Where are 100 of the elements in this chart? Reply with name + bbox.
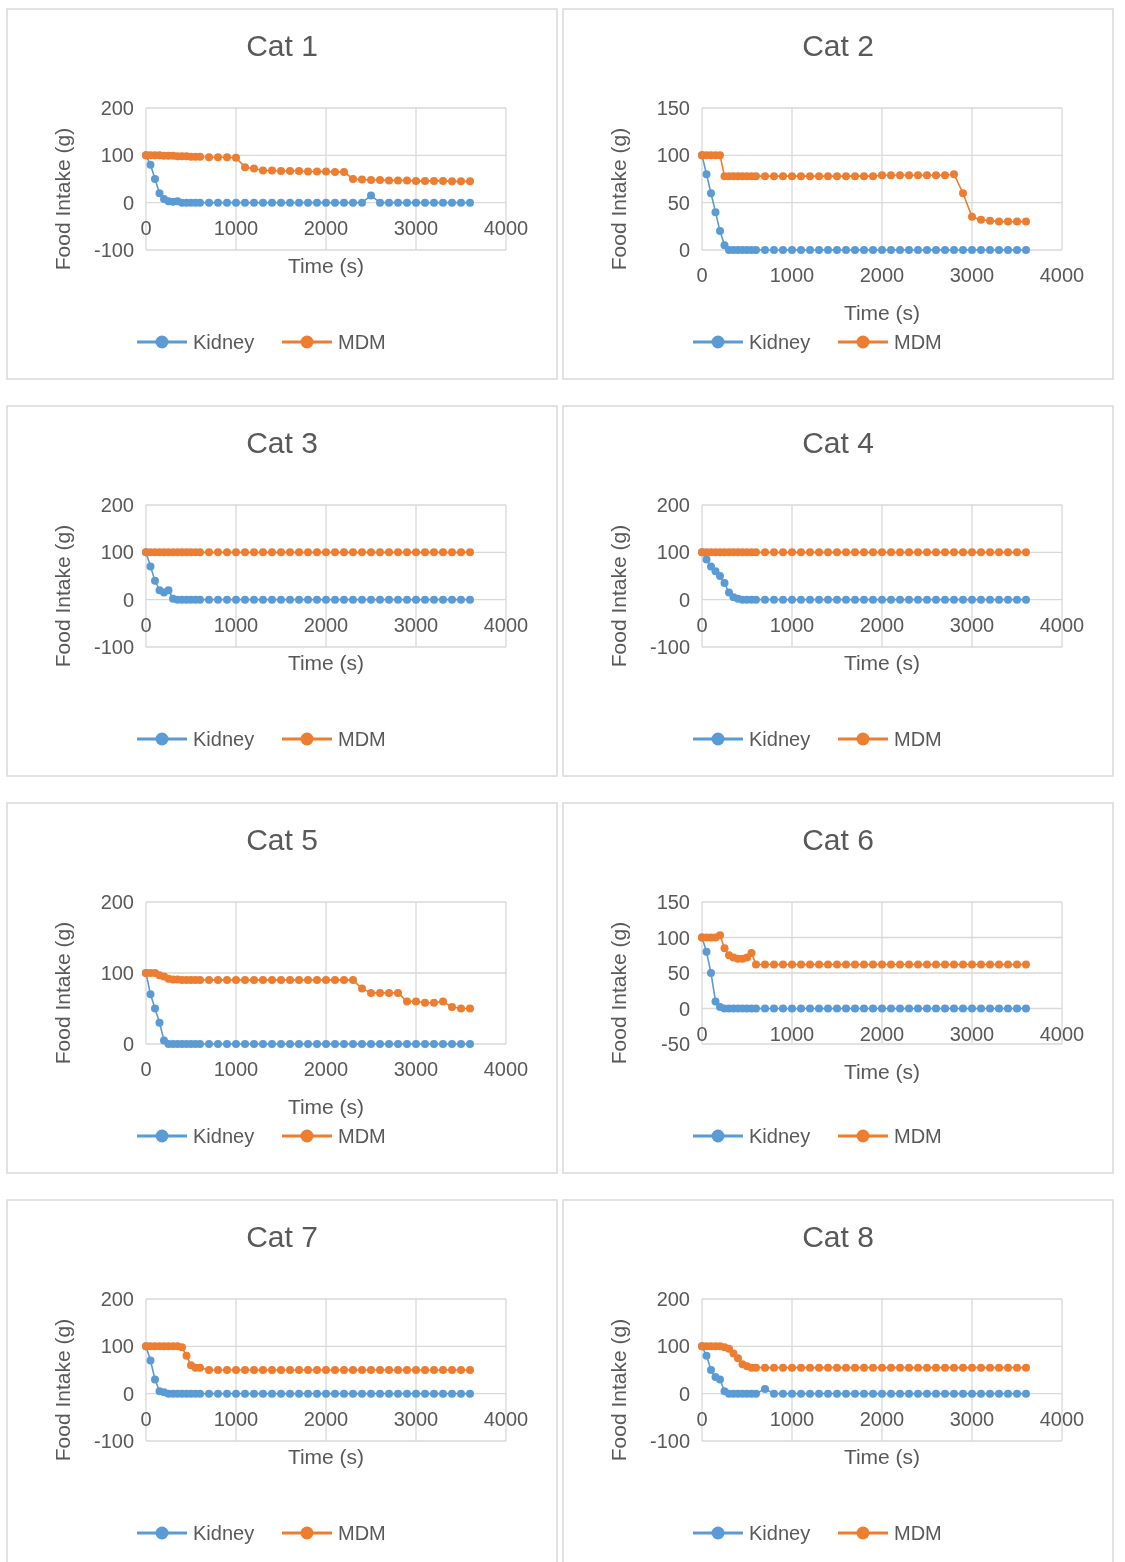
point — [770, 172, 778, 181]
point — [959, 1363, 967, 1372]
point — [788, 172, 796, 181]
x-tick-label: 2000 — [303, 613, 349, 636]
point — [457, 548, 465, 557]
point — [761, 595, 769, 604]
point — [995, 246, 1003, 254]
point — [770, 548, 778, 557]
point — [412, 198, 420, 207]
point — [959, 189, 967, 198]
point — [277, 595, 285, 604]
point — [241, 595, 249, 604]
point — [833, 246, 841, 254]
point — [878, 548, 886, 557]
point — [232, 976, 240, 985]
y-tick-label: 0 — [122, 191, 134, 214]
point — [860, 1389, 868, 1398]
point — [313, 548, 321, 557]
point — [905, 171, 913, 180]
point — [761, 1363, 769, 1372]
point — [394, 1389, 402, 1398]
point — [340, 595, 348, 604]
x-tick-label: 1000 — [213, 1058, 259, 1080]
y-tick-label: -100 — [649, 1430, 690, 1452]
point — [752, 1363, 760, 1372]
point — [457, 595, 465, 604]
legend-label: Kidney — [749, 331, 811, 353]
point — [1004, 217, 1012, 226]
point — [250, 595, 258, 604]
point — [223, 1040, 231, 1048]
point — [905, 595, 913, 604]
point — [340, 548, 348, 557]
point — [941, 960, 949, 969]
point — [986, 1363, 994, 1372]
point — [421, 176, 429, 185]
point — [340, 1366, 348, 1374]
point — [259, 1389, 267, 1398]
point — [421, 1040, 429, 1048]
point — [412, 595, 420, 604]
y-tick-label: 100 — [100, 541, 134, 564]
point — [887, 246, 895, 254]
point — [1013, 217, 1021, 226]
point — [259, 595, 267, 604]
x-tick-label: 0 — [140, 216, 152, 239]
point — [277, 198, 285, 207]
point — [941, 246, 949, 254]
point — [439, 595, 447, 604]
point — [711, 567, 720, 576]
x-tick-label: 4000 — [1039, 1022, 1085, 1045]
point — [385, 176, 393, 185]
x-tick-label: 0 — [140, 613, 152, 636]
point — [322, 198, 330, 207]
point — [205, 595, 213, 604]
point — [977, 1389, 985, 1398]
point — [304, 167, 312, 176]
point — [851, 548, 859, 557]
point — [788, 960, 796, 969]
point — [702, 1351, 711, 1360]
y-tick-label: 150 — [656, 97, 690, 119]
point — [914, 548, 922, 557]
point — [430, 198, 438, 207]
y-tick-label: -100 — [649, 636, 690, 658]
point — [358, 1040, 366, 1048]
point — [421, 548, 429, 557]
x-tick-label: 0 — [696, 1407, 708, 1430]
point — [146, 562, 155, 571]
chart-title: Cat 1 — [246, 29, 318, 62]
point — [358, 198, 366, 207]
point — [394, 548, 402, 557]
point — [466, 595, 474, 604]
point — [385, 548, 393, 557]
point — [950, 1004, 958, 1013]
point — [349, 976, 357, 985]
point — [331, 595, 339, 604]
point — [241, 1040, 249, 1048]
point — [977, 960, 985, 969]
point — [367, 191, 375, 200]
point — [950, 246, 958, 254]
point — [770, 1389, 778, 1398]
chart-title: Cat 4 — [802, 426, 874, 459]
x-tick-label: 3000 — [393, 216, 439, 239]
x-tick-label: 2000 — [303, 1407, 349, 1430]
y-tick-label: -100 — [93, 1430, 134, 1452]
point — [869, 172, 877, 181]
point — [752, 1389, 760, 1398]
legend-label: MDM — [894, 728, 942, 750]
point — [923, 1363, 931, 1372]
point — [196, 595, 204, 604]
point — [155, 1018, 164, 1027]
point — [241, 1389, 249, 1398]
x-tick-label: 2000 — [859, 1022, 905, 1045]
point — [205, 198, 213, 207]
point — [466, 1004, 474, 1013]
point — [146, 160, 155, 169]
point — [146, 990, 155, 999]
point — [959, 595, 967, 604]
point — [259, 1040, 267, 1048]
point — [869, 595, 877, 604]
point — [376, 1366, 384, 1374]
x-axis-title: Time (s) — [287, 1095, 365, 1118]
